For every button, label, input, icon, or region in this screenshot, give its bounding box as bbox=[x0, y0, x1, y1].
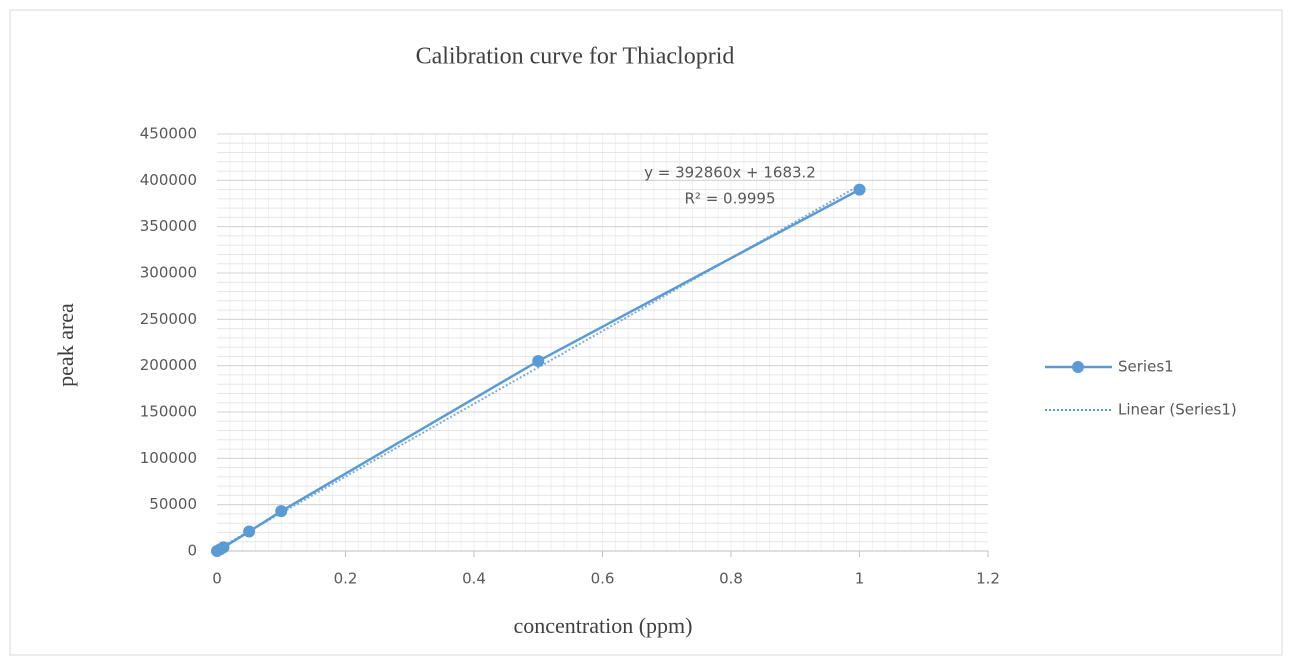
x-tick-label: 0.2 bbox=[334, 570, 358, 588]
x-tick-label: 0.6 bbox=[591, 570, 615, 588]
y-tick-label: 400000 bbox=[140, 171, 197, 189]
x-axis-label: concentration (ppm) bbox=[514, 613, 693, 638]
trendline bbox=[216, 184, 860, 551]
y-tick-label: 200000 bbox=[140, 356, 197, 374]
y-tick-label: 50000 bbox=[149, 495, 197, 513]
x-tick-label: 0.4 bbox=[462, 570, 486, 588]
chart-border bbox=[9, 9, 1283, 656]
chart-title: Calibration curve for Thiacloprid bbox=[416, 44, 735, 70]
data-point bbox=[275, 505, 288, 518]
y-tick-label: 150000 bbox=[140, 403, 197, 421]
data-point bbox=[532, 355, 545, 368]
y-tick-label: 450000 bbox=[140, 125, 197, 143]
data-point bbox=[853, 183, 866, 196]
trendline-equation: y = 392860x + 1683.2 bbox=[644, 164, 816, 182]
x-tick-label: 0 bbox=[212, 570, 222, 588]
y-tick-label: 350000 bbox=[140, 217, 197, 235]
y-axis-label: peak area bbox=[53, 303, 78, 387]
y-tick-label: 0 bbox=[187, 542, 197, 560]
x-tick-label: 1.2 bbox=[976, 570, 1000, 588]
legend-label: Linear (Series1) bbox=[1118, 401, 1237, 419]
y-tick-label: 100000 bbox=[140, 449, 197, 467]
x-tick-label: 1 bbox=[855, 570, 865, 588]
legend-marker bbox=[1072, 361, 1084, 373]
y-tick-label: 250000 bbox=[140, 310, 197, 328]
data-point bbox=[243, 525, 256, 538]
data-point bbox=[217, 541, 230, 554]
y-tick-label: 300000 bbox=[140, 264, 197, 282]
x-tick-label: 0.8 bbox=[719, 570, 743, 588]
trendline-r2: R² = 0.9995 bbox=[684, 190, 775, 208]
legend-label: Series1 bbox=[1118, 358, 1174, 376]
grid bbox=[217, 133, 988, 552]
